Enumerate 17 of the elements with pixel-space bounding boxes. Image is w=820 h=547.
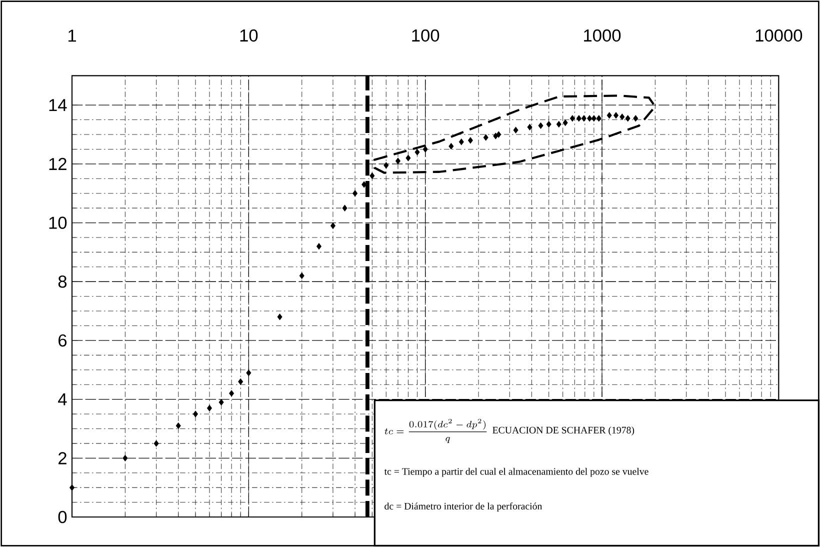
x-tick-label: 10000 xyxy=(756,29,802,42)
y-tick-label: 0 xyxy=(58,510,67,524)
y-tick-label: 2 xyxy=(58,452,66,464)
y-tick-label: 4 xyxy=(58,393,67,406)
annotation: dc = Diámetro interior de la perforación xyxy=(384,502,542,512)
annotation: $tc = \frac{0.017(dc^{2} - dp^{2})}{q}$ xyxy=(384,418,487,443)
y-tick-label: 12 xyxy=(49,158,66,170)
x-tick-label: 10 xyxy=(240,29,258,42)
x-tick-label: 1 xyxy=(68,30,76,42)
y-tick-label: 10 xyxy=(49,216,67,229)
x-tick-label: 100 xyxy=(412,29,440,42)
annotation: tc = Tiempo a partir del cual el almacenamiento del pozo se vuelve xyxy=(384,468,648,477)
x-tick-label: 1000 xyxy=(584,29,621,42)
annotation: ECUACION DE SCHAFER (1978) xyxy=(492,426,634,436)
y-tick-label: 8 xyxy=(58,275,67,288)
y-tick-label: 6 xyxy=(58,334,67,347)
y-tick-label: 14 xyxy=(49,99,67,112)
